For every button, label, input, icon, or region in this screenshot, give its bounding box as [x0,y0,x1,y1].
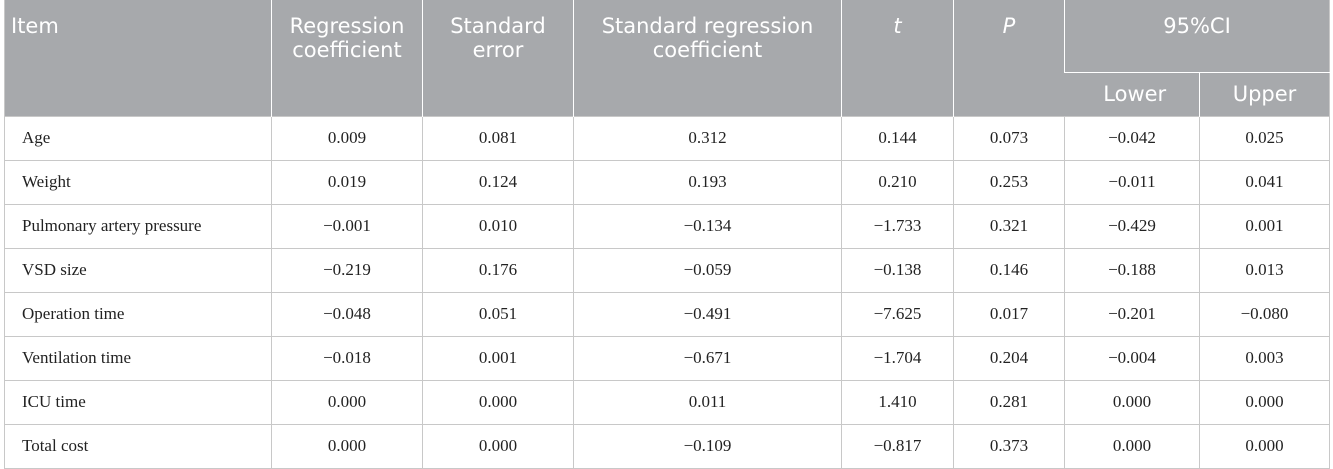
table-row: Pulmonary artery pressure −0.001 0.010 −0.1… [4,204,1330,249]
header-regression-coefficient: Regression coefficient [271,0,423,116]
cell-t: 0.210 [841,160,954,205]
cell-reg-coef: 0.000 [271,380,423,425]
cell-item: Age [4,115,272,161]
cell-t: −0.138 [841,248,954,293]
cell-std-reg-coef: −0.109 [573,424,842,469]
regression-table-container: Item Regression coefficient Standard err… [4,0,1331,469]
cell-p: 0.321 [953,204,1065,249]
cell-upper: 0.000 [1198,424,1330,469]
cell-item: Total cost [4,424,272,469]
cell-lower: −0.188 [1064,248,1200,293]
cell-std-reg-coef: −0.134 [573,204,842,249]
header-lower: Lower [1064,71,1200,116]
header-standard-error: Standard error [422,0,574,116]
header-upper: Upper [1198,71,1330,116]
cell-item: Ventilation time [4,336,272,381]
header-t-label: t [893,14,902,38]
cell-item: Pulmonary artery pressure [4,204,272,249]
cell-lower: −0.429 [1064,204,1200,249]
regression-table: Item Regression coefficient Standard err… [4,0,1331,469]
cell-t: −1.704 [841,336,954,381]
cell-p: 0.253 [953,160,1065,205]
cell-std-reg-coef: −0.491 [573,292,842,337]
cell-upper: 0.001 [1198,204,1330,249]
cell-upper: 0.003 [1198,336,1330,381]
cell-std-err: 0.001 [422,336,574,381]
cell-item: Operation time [4,292,272,337]
header-standard-regression-coefficient: Standard regression coefficient [573,0,842,116]
table-row: Ventilation time −0.018 0.001 −0.671 −1.704 0… [4,336,1330,381]
cell-std-err: 0.051 [422,292,574,337]
header-p: P [953,0,1065,116]
cell-upper: 0.025 [1198,115,1330,161]
cell-std-reg-coef: 0.193 [573,160,842,205]
cell-std-err: 0.081 [422,115,574,161]
cell-t: −1.733 [841,204,954,249]
cell-std-reg-coef: 0.312 [573,115,842,161]
cell-item: Weight [4,160,272,205]
cell-lower: 0.000 [1064,380,1200,425]
cell-p: 0.073 [953,115,1065,161]
cell-reg-coef: −0.048 [271,292,423,337]
cell-std-reg-coef: −0.671 [573,336,842,381]
table-row: Weight 0.019 0.124 0.193 0.210 0.253 −0.011 0.0… [4,160,1330,205]
cell-upper: −0.080 [1198,292,1330,337]
table-row: VSD size −0.219 0.176 −0.059 −0.138 0.146 −0.1… [4,248,1330,293]
cell-lower: −0.004 [1064,336,1200,381]
table-row: ICU time 0.000 0.000 0.011 1.410 0.281 0.000 0.… [4,380,1330,425]
cell-reg-coef: −0.018 [271,336,423,381]
cell-p: 0.204 [953,336,1065,381]
cell-std-reg-coef: −0.059 [573,248,842,293]
cell-reg-coef: −0.219 [271,248,423,293]
cell-std-err: 0.176 [422,248,574,293]
cell-item: VSD size [4,248,272,293]
cell-p: 0.017 [953,292,1065,337]
header-item: Item [4,0,272,116]
cell-reg-coef: 0.019 [271,160,423,205]
cell-t: 1.410 [841,380,954,425]
cell-upper: 0.000 [1198,380,1330,425]
cell-reg-coef: −0.001 [271,204,423,249]
cell-t: −0.817 [841,424,954,469]
header-t: t [841,0,954,116]
cell-p: 0.146 [953,248,1065,293]
cell-lower: 0.000 [1064,424,1200,469]
header-p-label: P [1002,14,1016,38]
table-row: Operation time −0.048 0.051 −0.491 −7.625 0.0… [4,292,1330,337]
cell-std-err: 0.124 [422,160,574,205]
table-row: Age 0.009 0.081 0.312 0.144 0.073 −0.042 0.025 [4,115,1330,161]
cell-std-reg-coef: 0.011 [573,380,842,425]
cell-upper: 0.041 [1198,160,1330,205]
table-row: Total cost 0.000 0.000 −0.109 −0.817 0.373 0.0… [4,424,1330,469]
table-body: Age 0.009 0.081 0.312 0.144 0.073 −0.042 0.025 W… [4,115,1330,469]
cell-lower: −0.201 [1064,292,1200,337]
cell-std-err: 0.010 [422,204,574,249]
cell-reg-coef: 0.000 [271,424,423,469]
header-95ci: 95%CI [1063,0,1330,72]
cell-std-err: 0.000 [422,424,574,469]
cell-lower: −0.042 [1064,115,1200,161]
cell-reg-coef: 0.009 [271,115,423,161]
cell-upper: 0.013 [1198,248,1330,293]
cell-p: 0.373 [953,424,1065,469]
cell-t: −7.625 [841,292,954,337]
cell-item: ICU time [4,380,272,425]
cell-lower: −0.011 [1064,160,1200,205]
cell-t: 0.144 [841,115,954,161]
cell-p: 0.281 [953,380,1065,425]
cell-std-err: 0.000 [422,380,574,425]
table-header: Item Regression coefficient Standard err… [4,0,1330,116]
